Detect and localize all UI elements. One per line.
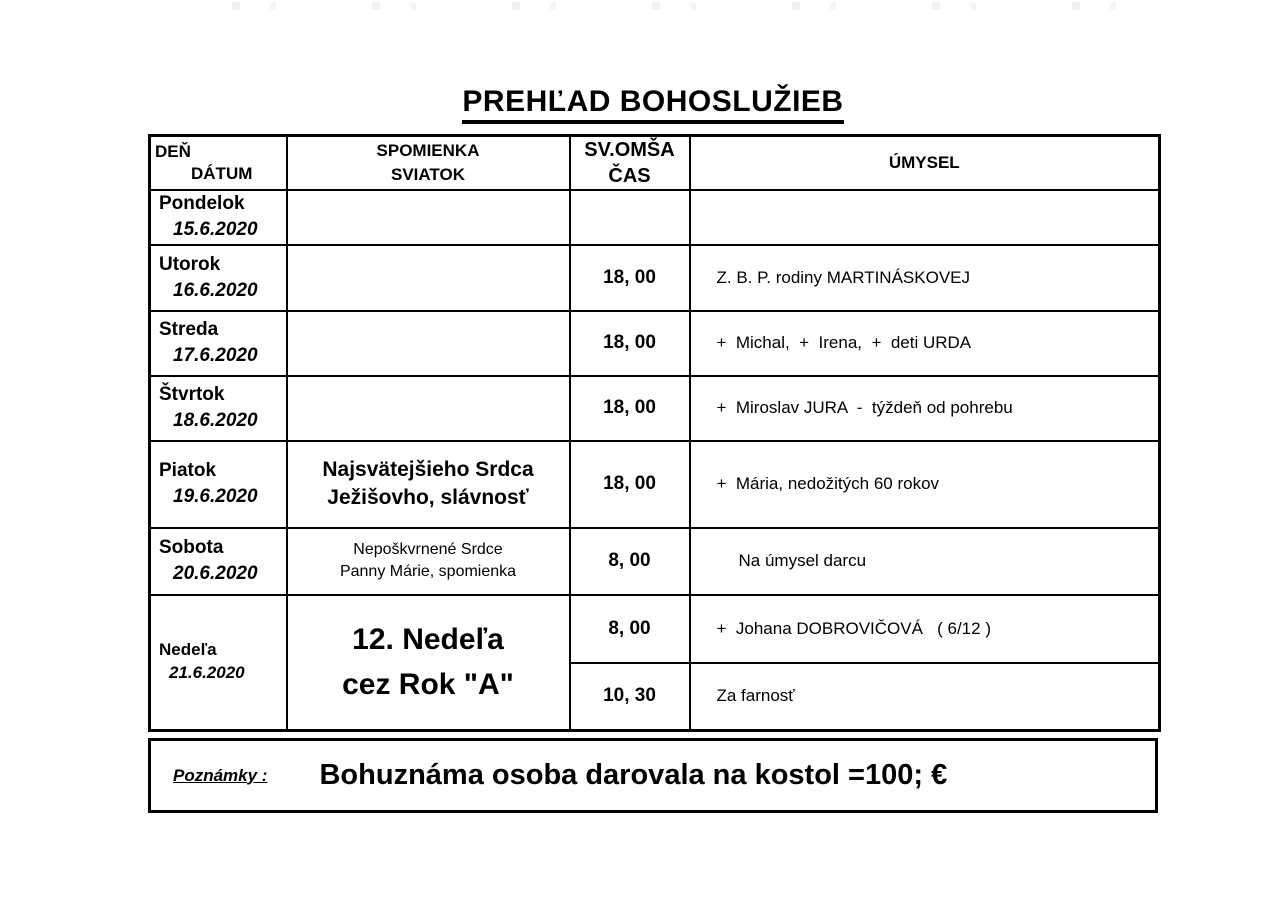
day-cell: Štvrtok 18.6.2020 xyxy=(148,374,288,442)
header-day-date: DEŇ DÁTUM xyxy=(148,134,288,191)
notes-box: Poznámky : Bohuznáma osoba darovala na k… xyxy=(148,738,1158,813)
intention-cell: Z. B. P. rodiny MARTINÁSKOVEJ xyxy=(688,243,1161,312)
feast-cell xyxy=(285,309,571,377)
header-feast-line2: SVIATOK xyxy=(391,164,465,184)
intention-cell xyxy=(688,188,1161,246)
feast-line1: 12. Nedeľa xyxy=(352,623,504,657)
day-cell: Pondelok 15.6.2020 xyxy=(148,188,288,246)
feast-cell: Nepoškvrnené Srdce Panny Márie, spomienk… xyxy=(285,526,571,596)
header-feast-line1: SPOMIENKA xyxy=(376,140,480,160)
scan-artifacts xyxy=(180,2,1130,10)
feast-cell: 12. Nedeľa cez Rok "A" xyxy=(285,593,571,732)
intention-cell: Za farnosť xyxy=(688,661,1161,732)
intention-text: Za farnosť xyxy=(716,686,795,706)
intention-cell: Na úmysel darcu xyxy=(688,526,1161,596)
intention-text: Na úmysel darcu xyxy=(738,551,867,570)
day-name: Nedeľa xyxy=(159,640,217,660)
day-name: Utorok xyxy=(159,253,221,275)
header-time-line1: SV.OMŠA xyxy=(584,138,675,161)
day-cell: Piatok 19.6.2020 xyxy=(148,439,288,529)
row-friday: Piatok 19.6.2020 Najsvätejšieho Srdca Je… xyxy=(148,439,1161,529)
header-time-line2: ČAS xyxy=(608,164,651,187)
schedule-document: PREHĽAD BOHOSLUŽIEB DEŇ DÁTUM SPOMIENKA … xyxy=(148,0,1161,813)
feast-cell xyxy=(285,243,571,312)
time-cell: 8, 00 xyxy=(568,593,691,664)
intention-cell: + Johana DOBROVIČOVÁ ( 6/12 ) xyxy=(688,593,1161,664)
mass-schedule-table: DEŇ DÁTUM SPOMIENKA SVIATOK SV.OMŠA ČAS … xyxy=(148,133,1161,732)
intention-text: Z. B. P. rodiny MARTINÁSKOVEJ xyxy=(716,267,971,287)
header-feast: SPOMIENKA SVIATOK xyxy=(285,134,571,191)
day-date: 17.6.2020 xyxy=(173,345,258,366)
time-cell: 18, 00 xyxy=(568,243,691,312)
day-date: 21.6.2020 xyxy=(169,663,245,683)
row-thursday: Štvrtok 18.6.2020 18, 00 + Miroslav JURA… xyxy=(148,374,1161,442)
day-date: 18.6.2020 xyxy=(173,410,258,431)
row-monday: Pondelok 15.6.2020 xyxy=(148,188,1161,246)
day-date: 20.6.2020 xyxy=(173,563,258,584)
intention-text: + Miroslav JURA - týždeň od pohrebu xyxy=(716,398,1013,417)
header-row: DEŇ DÁTUM SPOMIENKA SVIATOK SV.OMŠA ČAS … xyxy=(148,134,1161,191)
feast-cell: Najsvätejšieho Srdca Ježišovho, slávnosť xyxy=(285,439,571,529)
time-cell: 8, 00 xyxy=(568,526,691,596)
row-saturday: Sobota 20.6.2020 Nepoškvrnené Srdce Pann… xyxy=(148,526,1161,596)
feast-line2: Ježišovho, slávnosť xyxy=(327,486,529,509)
header-day-label: DEŇ xyxy=(155,141,191,161)
title-wrap: PREHĽAD BOHOSLUŽIEB xyxy=(148,86,1158,124)
notes-label: Poznámky : xyxy=(173,765,268,785)
row-sunday-second-mass: 10, 30 Za farnosť xyxy=(150,661,1161,732)
day-cell: Nedeľa 21.6.2020 xyxy=(148,593,288,732)
day-cell: Streda 17.6.2020 xyxy=(148,309,288,377)
intention-cell: + Michal, + Irena, + deti URDA xyxy=(688,309,1161,377)
row-wednesday: Streda 17.6.2020 18, 00 + Michal, + Iren… xyxy=(148,309,1161,377)
feast-line2: Panny Márie, spomienka xyxy=(339,563,517,580)
day-name: Streda xyxy=(159,319,219,341)
feast-line2: cez Rok "A" xyxy=(342,668,514,702)
intention-text: + Mária, nedožitých 60 rokov xyxy=(716,474,940,493)
day-date: 19.6.2020 xyxy=(173,486,258,507)
day-date: 16.6.2020 xyxy=(173,279,258,301)
day-name: Pondelok xyxy=(159,193,245,215)
day-name: Piatok xyxy=(159,460,217,482)
day-date: 15.6.2020 xyxy=(173,219,258,240)
day-cell: Utorok 16.6.2020 xyxy=(148,243,288,312)
day-cell: Sobota 20.6.2020 xyxy=(148,526,288,596)
time-cell: 18, 00 xyxy=(568,439,691,529)
intention-cell: + Miroslav JURA - týždeň od pohrebu xyxy=(688,374,1161,442)
feast-line1: Najsvätejšieho Srdca xyxy=(322,457,534,481)
time-cell: 18, 00 xyxy=(568,309,691,377)
time-cell: 10, 30 xyxy=(568,661,691,732)
header-date-label: DÁTUM xyxy=(191,164,253,184)
page-title: PREHĽAD BOHOSLUŽIEB xyxy=(462,86,844,124)
day-name: Sobota xyxy=(159,537,224,559)
feast-cell xyxy=(285,374,571,442)
feast-cell xyxy=(285,188,571,246)
row-sunday-first-mass: Nedeľa 21.6.2020 12. Nedeľa cez Rok "A" … xyxy=(148,593,1161,732)
intention-text: + Michal, + Irena, + deti URDA xyxy=(716,333,972,352)
notes-text: Bohuznáma osoba darovala na kostol =100;… xyxy=(319,759,948,791)
intention-text: + Johana DOBROVIČOVÁ ( 6/12 ) xyxy=(716,618,991,638)
header-time: SV.OMŠA ČAS xyxy=(568,134,691,191)
day-name: Štvrtok xyxy=(159,384,225,406)
row-tuesday: Utorok 16.6.2020 18, 00 Z. B. P. rodiny … xyxy=(148,243,1161,312)
feast-line1: Nepoškvrnené Srdce xyxy=(353,540,503,558)
intention-cell: + Mária, nedožitých 60 rokov xyxy=(688,439,1161,529)
header-intention-label: ÚMYSEL xyxy=(888,152,960,172)
time-cell xyxy=(568,188,691,246)
header-intention: ÚMYSEL xyxy=(688,134,1161,191)
time-cell: 18, 00 xyxy=(568,374,691,442)
